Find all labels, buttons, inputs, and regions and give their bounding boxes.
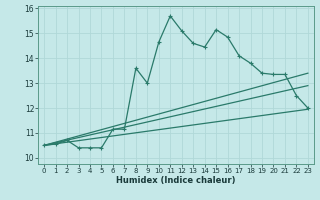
X-axis label: Humidex (Indice chaleur): Humidex (Indice chaleur) — [116, 176, 236, 185]
